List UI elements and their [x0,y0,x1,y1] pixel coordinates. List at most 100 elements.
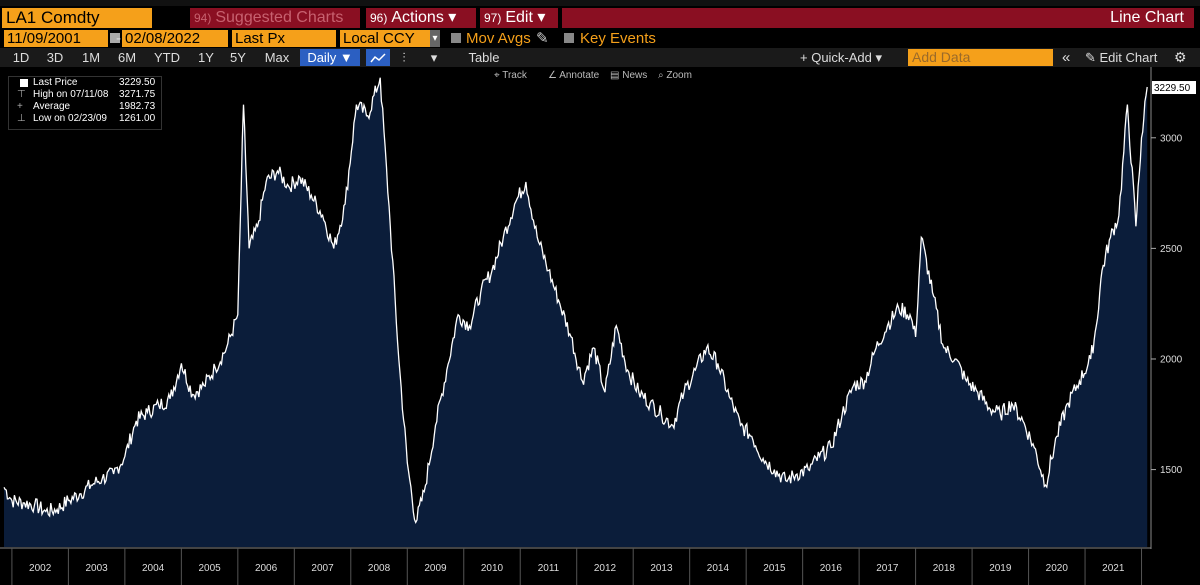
actions-label: Actions ▾ [391,9,457,26]
table-button[interactable]: Table [468,50,500,65]
news-label: News [622,70,648,81]
key-events-label[interactable]: Key Events [580,30,656,47]
toolbar: 1D 3D 1M 6M YTD 1Y 5Y Max Daily ▼ ⫶ ▾ Ta… [0,48,1200,67]
gear-icon[interactable]: ⚙ [1174,49,1187,65]
legend-name: Low on 02/23/09 [33,113,107,124]
legend-value: 1982.73 [119,101,156,112]
chart-legend: Last Price 3229.50 ⊤ High on 07/11/08 32… [8,76,162,130]
y-tick-label: 3000 [1160,133,1183,144]
edit-label: Edit ▾ [505,9,546,26]
chevron-down-icon[interactable]: ▾ [430,30,440,47]
key-events-checkbox[interactable] [564,33,574,43]
pencil-icon[interactable]: ✎ [536,30,549,47]
legend-value: 3229.50 [119,77,156,88]
period-6m-button[interactable]: 6M [117,50,137,65]
bar-chart-icon[interactable]: ⫶ [402,50,406,65]
end-date-field[interactable]: 02/08/2022 [122,30,228,47]
x-tick-label: 2020 [1046,563,1069,574]
x-tick-label: 2009 [424,563,447,574]
mov-avgs-label[interactable]: Mov Avgs [466,30,531,47]
date-separator: - [116,30,121,47]
price-chart[interactable]: 1500 2000 2500 3000 3229.50 2002 2003 2004 2005 2… [0,67,1200,585]
annotate-tool[interactable]: ∠ Annotate [548,70,600,81]
legend-low: ⊥ Low on 02/23/09 1261.00 [9,113,161,125]
period-1d-button[interactable]: 1D [12,50,30,65]
x-tick-label: 2017 [876,563,899,574]
legend-value: 1261.00 [119,113,156,124]
currency-select[interactable]: Local CCY [340,30,430,47]
collapse-icon[interactable]: « [1062,49,1071,66]
price-field-select[interactable]: Last Px [232,30,336,47]
quick-add-button[interactable]: + Quick-Add ▾ [800,50,883,65]
clipped-top-strip [0,0,1200,6]
last-price-label: 3229.50 [1154,83,1191,94]
x-tick-label: 2018 [933,563,956,574]
legend-high: ⊤ High on 07/11/08 3271.75 [9,89,161,101]
annotate-label: Annotate [559,70,600,81]
add-data-input[interactable]: Add Data [908,49,1053,66]
pencil-icon: ✎ [1085,50,1100,65]
track-label: Track [502,70,527,81]
price-series-line [3,77,1148,524]
actions-number: 96) [370,11,388,25]
edit-chart-label: Edit Chart [1099,50,1158,65]
legend-name: Average [33,101,71,112]
track-tool[interactable]: ⌖ Track [494,70,527,81]
edit-menu[interactable]: 97) Edit ▾ [480,8,558,28]
x-tick-label: 2019 [989,563,1012,574]
price-area-fill [4,77,1148,547]
y-tick-label: 1500 [1160,465,1183,476]
chart-style-dropdown-icon[interactable]: ▾ [430,50,438,65]
edit-number: 97) [484,11,502,25]
calendar-icon[interactable] [110,33,120,43]
x-tick-label: 2006 [255,563,278,574]
period-max-button[interactable]: Max [264,50,290,65]
line-chart-icon-glyph [370,53,386,63]
suggested-charts-label: Suggested Charts [215,9,344,26]
ticker-field[interactable]: LA1 Comdty [2,8,152,28]
x-tick-label: 2012 [594,563,617,574]
x-tick-label: 2003 [86,563,109,574]
period-ytd-button[interactable]: YTD [154,50,180,65]
title-bar: LA1 Comdty 94) Suggested Charts 96) Action… [0,6,1200,30]
high-marker-icon: ⊤ [17,89,26,100]
chart-type-label: Line Chart [562,8,1194,28]
legend-average: + Average 1982.73 [9,101,161,113]
edit-chart-button[interactable]: ✎ Edit Chart [1085,49,1157,66]
x-tick-label: 2004 [142,563,165,574]
start-date-field[interactable]: 11/09/2001 [4,30,108,47]
legend-name: High on 07/11/08 [33,89,109,100]
x-tick-label: 2010 [481,563,504,574]
x-tick-label: 2014 [707,563,730,574]
actions-menu[interactable]: 96) Actions ▾ [366,8,476,28]
period-1m-button[interactable]: 1M [81,50,101,65]
x-tick-label: 2002 [29,563,52,574]
x-tick-label: 2021 [1102,563,1125,574]
legend-name: Last Price [33,77,78,88]
suggested-charts-number: 94) [194,11,212,25]
period-5y-button[interactable]: 5Y [230,50,246,65]
parameters-bar: 11/09/2001 - 02/08/2022 Last Px Local CC… [0,30,1200,48]
period-3d-button[interactable]: 3D [46,50,64,65]
mov-avgs-checkbox[interactable] [451,33,461,43]
frequency-select[interactable]: Daily ▼ [300,49,360,66]
low-marker-icon: ⊥ [17,113,26,124]
y-tick-label: 2000 [1160,354,1183,365]
last-price-swatch [20,79,28,87]
period-1y-button[interactable]: 1Y [198,50,214,65]
average-marker-icon: + [17,101,23,112]
zoom-label: Zoom [666,70,692,81]
legend-last-price: Last Price 3229.50 [9,77,161,89]
news-tool[interactable]: ▤ News [610,70,648,81]
x-tick-label: 2013 [650,563,673,574]
y-tick-label: 2500 [1160,244,1183,255]
x-tick-label: 2011 [538,563,560,574]
x-tick-label: 2007 [311,563,334,574]
last-price-label-box [1152,81,1196,95]
zoom-tool[interactable]: ⌕ Zoom [658,70,692,81]
legend-value: 3271.75 [119,89,156,100]
x-tick-label: 2016 [820,563,843,574]
line-chart-icon[interactable] [366,49,390,66]
x-tick-label: 2008 [368,563,391,574]
suggested-charts-menu[interactable]: 94) Suggested Charts [190,8,360,28]
